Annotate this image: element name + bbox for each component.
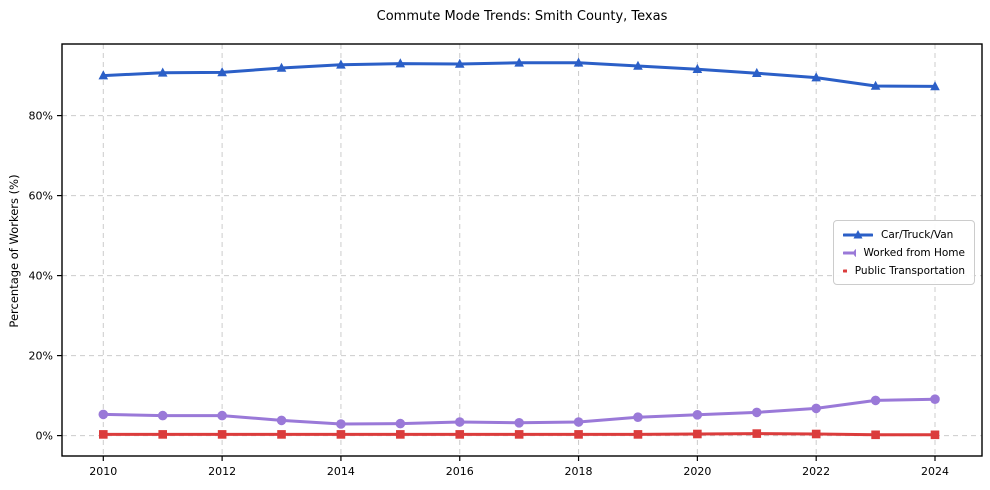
data-point-car-truck-van xyxy=(692,63,703,73)
data-point-public-transportation xyxy=(633,430,643,439)
x-tick-label: 2022 xyxy=(802,465,830,478)
legend-item-worked-from-home: Worked from Home xyxy=(843,246,965,260)
data-point-car-truck-van xyxy=(811,72,821,82)
data-point-public-transportation xyxy=(455,430,465,439)
x-tick-label: 2010 xyxy=(89,465,117,478)
data-point-car-truck-van xyxy=(930,81,940,91)
y-tick-label: 40% xyxy=(29,270,53,283)
data-point-public-transportation xyxy=(574,430,583,439)
data-point-public-transportation xyxy=(99,430,108,439)
data-point-car-truck-van xyxy=(751,67,762,77)
data-point-car-truck-van xyxy=(870,80,881,90)
data-point-public-transportation xyxy=(336,430,346,439)
data-point-car-truck-van xyxy=(276,62,287,72)
legend-item-public-transportation: Public Transportation xyxy=(843,264,965,278)
chart-legend: Car/Truck/Van Worked from Home Public Tran… xyxy=(833,220,975,285)
legend-swatch-circle-icon xyxy=(843,249,856,257)
chart-title: Commute Mode Trends: Smith County, Texas xyxy=(376,9,668,24)
data-point-car-truck-van xyxy=(633,60,643,70)
legend-label: Worked from Home xyxy=(863,247,965,259)
legend-item-car-truck-van: Car/Truck/Van xyxy=(843,228,965,242)
data-point-car-truck-van xyxy=(454,58,465,68)
y-tick-label: 60% xyxy=(29,190,53,203)
data-point-worked-from-home xyxy=(157,410,168,421)
x-tick-label: 2012 xyxy=(208,465,236,478)
data-point-public-transportation xyxy=(514,430,524,439)
x-tick-label: 2024 xyxy=(921,465,949,478)
data-point-worked-from-home xyxy=(454,417,465,427)
data-point-worked-from-home xyxy=(217,410,227,421)
plot-border xyxy=(61,43,983,457)
data-point-worked-from-home xyxy=(276,415,287,426)
legend-swatch-square-icon xyxy=(843,269,847,273)
legend-label: Car/Truck/Van xyxy=(881,229,954,241)
data-point-worked-from-home xyxy=(692,410,703,420)
x-tick-label: 2018 xyxy=(565,465,593,478)
data-point-public-transportation xyxy=(752,429,762,438)
legend-marker xyxy=(853,249,856,257)
data-point-public-transportation xyxy=(693,429,702,439)
x-tick-label: 2014 xyxy=(327,465,355,478)
data-point-worked-from-home xyxy=(336,419,346,429)
data-point-worked-from-home xyxy=(633,412,643,423)
data-point-worked-from-home xyxy=(573,417,584,427)
data-point-worked-from-home xyxy=(811,403,821,414)
data-point-car-truck-van xyxy=(573,57,584,67)
data-point-public-transportation xyxy=(930,430,940,440)
data-point-worked-from-home xyxy=(514,418,524,428)
legend-swatch-triangle-icon xyxy=(843,230,873,239)
data-point-car-truck-van xyxy=(157,67,168,77)
data-point-worked-from-home xyxy=(870,395,881,406)
data-point-car-truck-van xyxy=(98,70,109,80)
data-point-worked-from-home xyxy=(395,418,406,429)
x-tick-label: 2020 xyxy=(683,465,711,478)
data-point-public-transportation xyxy=(217,430,227,439)
data-point-public-transportation xyxy=(277,430,286,439)
data-point-car-truck-van xyxy=(217,67,227,77)
y-tick-label: 0% xyxy=(36,430,53,443)
data-point-car-truck-van xyxy=(336,59,346,69)
data-point-car-truck-van xyxy=(514,57,524,67)
data-point-public-transportation xyxy=(158,430,168,439)
data-point-worked-from-home xyxy=(98,409,109,420)
data-point-worked-from-home xyxy=(930,394,940,405)
data-point-public-transportation xyxy=(811,429,821,439)
data-point-public-transportation xyxy=(396,430,405,439)
legend-label: Public Transportation xyxy=(854,265,965,277)
y-tick-label: 20% xyxy=(29,350,53,363)
legend-marker xyxy=(853,230,863,239)
data-point-worked-from-home xyxy=(751,407,762,418)
x-tick-label: 2016 xyxy=(446,465,474,478)
data-point-car-truck-van xyxy=(395,58,406,68)
y-tick-label: 80% xyxy=(29,110,53,123)
data-point-public-transportation xyxy=(871,430,880,440)
